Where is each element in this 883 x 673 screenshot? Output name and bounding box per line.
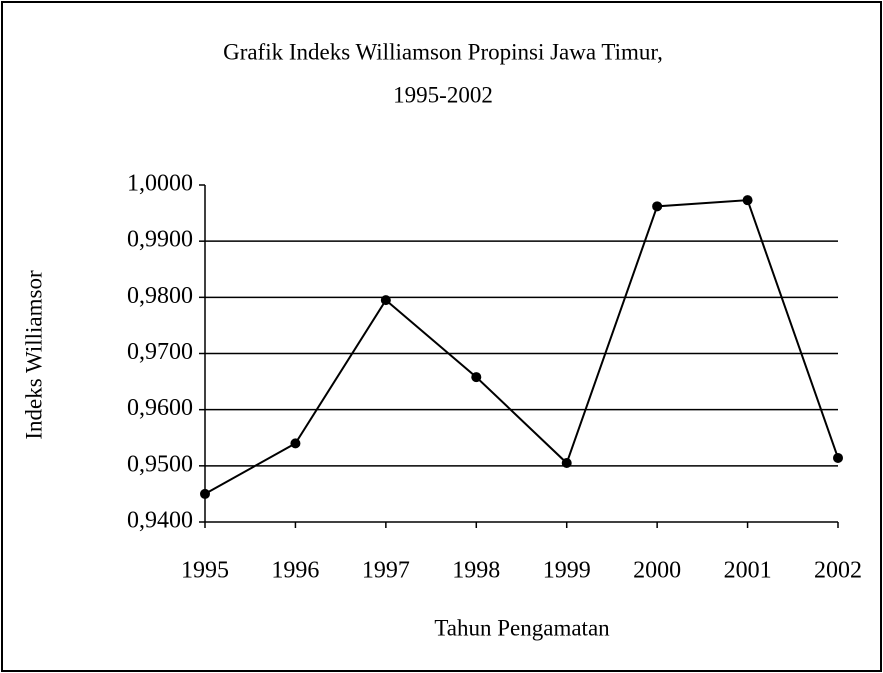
data-point <box>200 488 210 499</box>
x-tick-label: 1998 <box>452 558 500 584</box>
x-tick-label: 2000 <box>633 558 681 584</box>
chart-title: 1995-2002 <box>393 82 493 107</box>
x-tick-label: 2002 <box>814 558 862 584</box>
x-tick-label: 2001 <box>724 558 772 584</box>
series-line <box>204 199 839 495</box>
y-tick-label: 0,9400 <box>127 508 193 534</box>
data-point <box>742 195 753 206</box>
data-point <box>652 201 663 212</box>
y-tick-label: 0,9700 <box>127 339 193 365</box>
chart-title: Grafik Indeks Williamson Propinsi Jawa T… <box>223 39 663 64</box>
y-tick-label: 0,9500 <box>127 451 193 477</box>
data-point <box>561 458 572 469</box>
x-tick-label: 1999 <box>543 558 591 584</box>
x-tick-label: 1996 <box>271 558 319 584</box>
y-tick-label: 0,9900 <box>127 227 193 253</box>
data-point <box>471 372 482 383</box>
x-axis-label: Tahun Pengamatan <box>434 615 610 640</box>
y-axis-label: Indeks Williamsor <box>21 270 46 440</box>
y-tick-label: 1,0000 <box>127 171 193 197</box>
x-tick-label: 1997 <box>362 558 410 584</box>
data-point <box>290 438 301 449</box>
data-point <box>833 452 843 463</box>
y-tick-label: 0,9800 <box>127 283 193 309</box>
y-tick-label: 0,9600 <box>127 395 193 421</box>
x-tick-label: 1995 <box>181 558 229 584</box>
data-point <box>380 295 391 306</box>
